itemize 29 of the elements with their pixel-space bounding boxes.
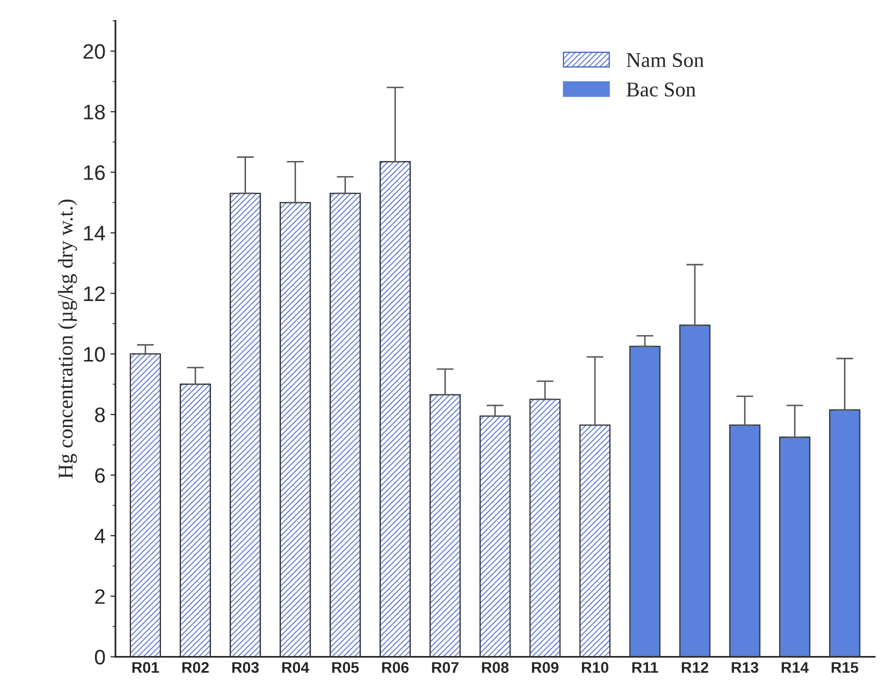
x-tick-label: R08	[482, 662, 509, 673]
x-tick-label: R07	[432, 662, 458, 673]
x-tick-label: R09	[532, 662, 558, 673]
x-tick-label: R03	[232, 662, 259, 673]
x-tick-label: R15	[832, 662, 858, 673]
y-tick-label: 10	[84, 346, 105, 362]
x-tick-label: R01	[132, 662, 159, 673]
x-tick-label: R02	[182, 662, 209, 673]
x-tick-label: R06	[382, 662, 409, 673]
legend-label: Bac Son	[626, 82, 696, 97]
y-tick-label: 0	[94, 650, 105, 665]
legend-label: Nam Son	[626, 53, 704, 68]
y-axis-title: Hg concentration (µg/kg dry w.t.)	[58, 200, 77, 478]
x-tick-label: R04	[282, 662, 310, 673]
x-tick-label: R11	[632, 662, 658, 673]
y-tick-label: 6	[95, 468, 105, 483]
x-tick-label: R05	[332, 662, 359, 673]
y-tick-label: 4	[94, 528, 106, 544]
y-tick-label: 20	[84, 44, 105, 59]
x-tick-label: R12	[682, 662, 708, 673]
y-tick-label: 8	[95, 408, 105, 422]
x-tick-label: R13	[732, 662, 758, 673]
y-tick-label: 12	[84, 286, 105, 301]
y-tick-label: 2	[95, 589, 105, 604]
y-tick-label: 14	[84, 226, 106, 240]
x-tick-label: R14	[782, 662, 809, 673]
y-tick-label: 16	[84, 165, 105, 180]
y-tick-label: 18	[84, 104, 105, 120]
x-tick-label: R10	[582, 662, 608, 673]
